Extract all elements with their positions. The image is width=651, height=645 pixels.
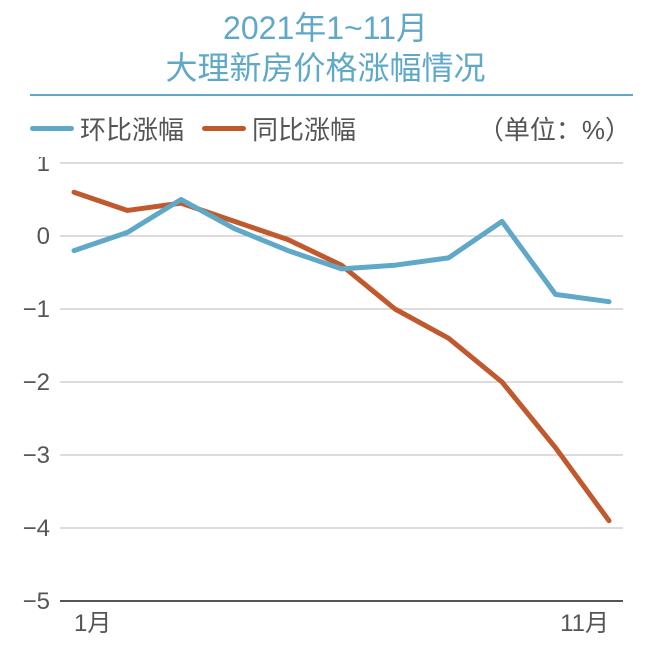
y-tick-label: −3	[23, 442, 50, 469]
chart-title-line1: 2021年1~11月	[0, 8, 651, 48]
legend: 环比涨幅 同比涨幅 （单位：%）	[0, 96, 651, 157]
y-tick-label: −5	[23, 588, 50, 615]
y-tick-label: 1	[37, 157, 50, 177]
y-tick-label: 0	[37, 223, 50, 250]
y-tick-label: −4	[23, 515, 50, 542]
series-line-2	[74, 192, 609, 521]
legend-swatch-2	[202, 126, 246, 131]
legend-label-2: 同比涨幅	[252, 110, 356, 147]
chart-svg: 1 0 −1 −2 −3 −4 −5 1月 11月	[10, 157, 633, 637]
x-tick-label: 11月	[560, 610, 609, 637]
legend-swatch-1	[30, 126, 74, 131]
legend-label-1: 环比涨幅	[80, 110, 184, 147]
legend-unit: （单位：%）	[478, 110, 631, 147]
y-tick-label: −2	[23, 369, 50, 396]
y-tick-label: −1	[23, 296, 50, 323]
legend-item-series1: 环比涨幅	[30, 110, 184, 147]
chart-title: 2021年1~11月 大理新房价格涨幅情况	[0, 0, 651, 88]
x-tick-label: 1月	[74, 610, 111, 637]
legend-item-series2: 同比涨幅	[202, 110, 356, 147]
chart-title-line2: 大理新房价格涨幅情况	[0, 48, 651, 88]
line-chart: 1 0 −1 −2 −3 −4 −5 1月 11月	[10, 157, 633, 637]
series-line-1	[74, 200, 609, 302]
